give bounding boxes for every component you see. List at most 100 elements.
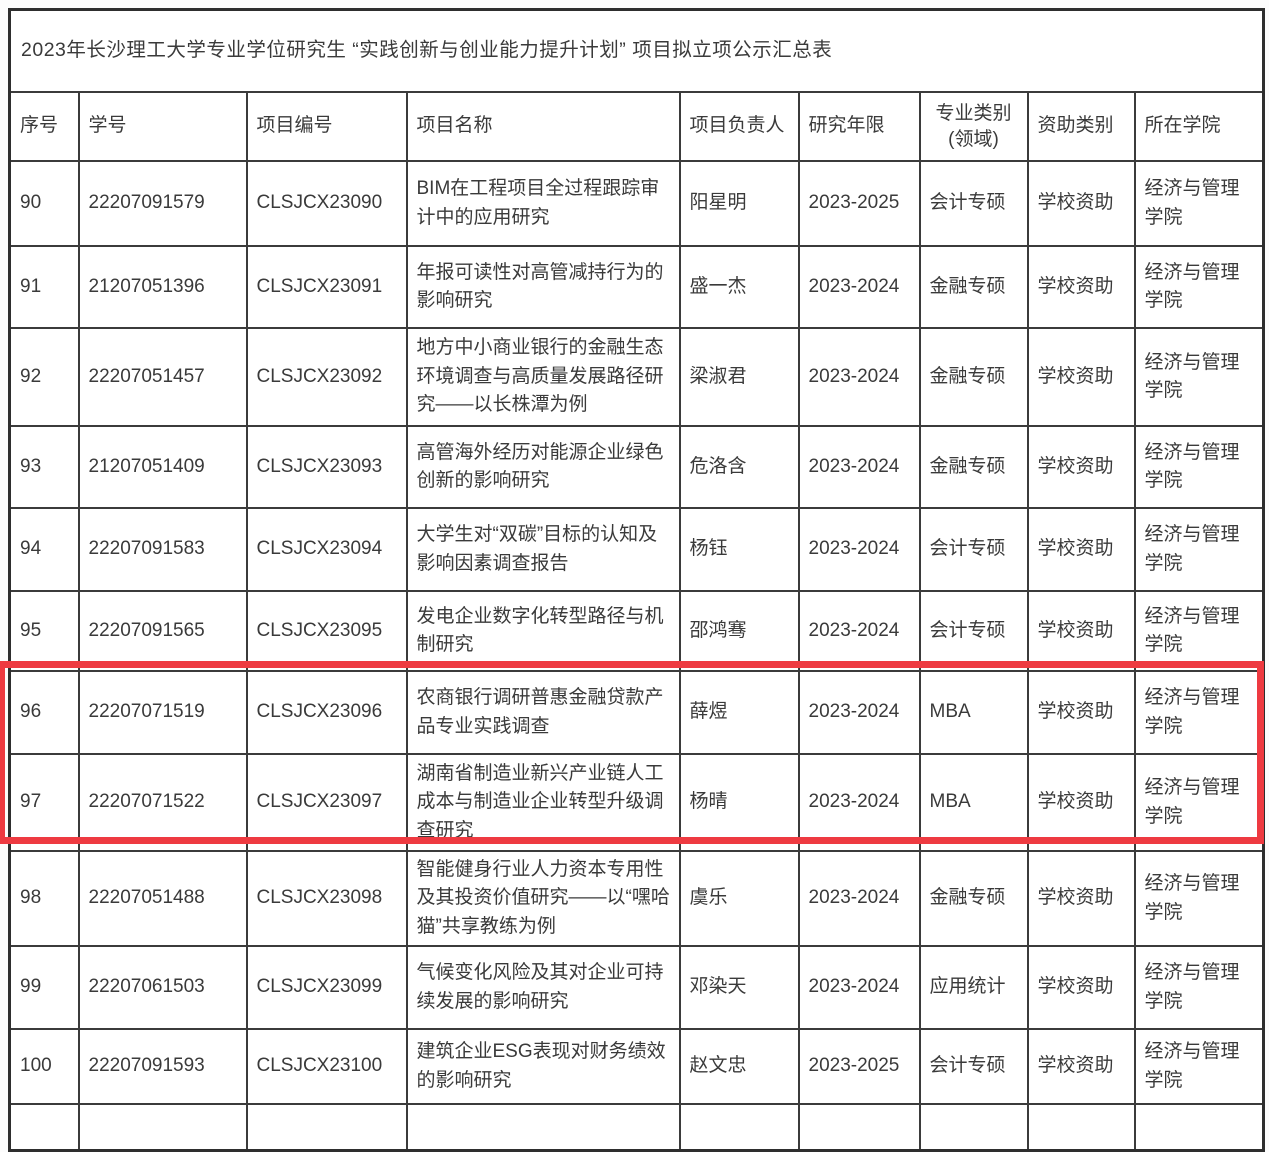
cell-college: 经济与管理学院 <box>1133 245 1265 329</box>
cell-funding: 学校资助 <box>1026 327 1136 427</box>
project-summary-table: 2023年长沙理工大学专业学位研究生 “实践创新与创业能力提升计划” 项目拟立项… <box>8 8 1266 1152</box>
cell-college: 经济与管理学院 <box>1133 945 1265 1030</box>
cell-leader: 邵鸿骞 <box>678 590 800 672</box>
cell-project-name: 建筑企业ESG表现对财务绩效的影响研究 <box>405 1028 681 1105</box>
announcement-table-sheet: 2023年长沙理工大学专业学位研究生 “实践创新与创业能力提升计划” 项目拟立项… <box>8 8 1266 1152</box>
cell-leader: 盛一杰 <box>678 245 800 329</box>
cell-category: 会计专硕 <box>918 160 1029 247</box>
table-row-partial <box>8 1103 1265 1150</box>
cell-funding: 学校资助 <box>1026 507 1136 592</box>
cell-project-code: CLSJCX23095 <box>245 590 408 672</box>
cell-seq: 95 <box>8 590 80 672</box>
cell-leader: 薛煜 <box>678 670 800 755</box>
cell-years: 2023-2024 <box>797 245 921 329</box>
cell-seq: 91 <box>8 245 80 329</box>
cell-years: 2023-2024 <box>797 670 921 755</box>
cell-seq: 99 <box>8 945 80 1030</box>
cell-project-name: 年报可读性对高管减持行为的影响研究 <box>405 245 681 329</box>
cell-funding: 学校资助 <box>1026 1028 1136 1105</box>
cell-leader: 赵文忠 <box>678 1028 800 1105</box>
cell-leader: 虞乐 <box>678 850 800 947</box>
cell-years: 2023-2024 <box>797 753 921 852</box>
cell-student-id: 22207061503 <box>77 945 248 1030</box>
cell-seq: 93 <box>8 425 80 509</box>
cell-seq: 100 <box>8 1028 80 1105</box>
cell-category: 会计专硕 <box>918 590 1029 672</box>
cell-funding: 学校资助 <box>1026 850 1136 947</box>
cell-project-name: 湖南省制造业新兴产业链人工成本与制造业企业转型升级调查研究 <box>405 753 681 852</box>
cell-leader: 阳星明 <box>678 160 800 247</box>
cell-student-id: 21207051396 <box>77 245 248 329</box>
cell-category: 会计专硕 <box>918 1028 1029 1105</box>
header-category-line2: (领域) <box>948 128 999 150</box>
cell-college: 经济与管理学院 <box>1133 1028 1265 1105</box>
cell-student-id: 22207051488 <box>77 850 248 947</box>
header-category: 专业类别 (领域) <box>918 91 1029 162</box>
cell-student-id: 22207091579 <box>77 160 248 247</box>
cell-category: 金融专硕 <box>918 425 1029 509</box>
cell-leader: 梁淑君 <box>678 327 800 427</box>
cell-years: 2023-2025 <box>797 160 921 247</box>
table-row: 92 22207051457 CLSJCX23092 地方中小商业银行的金融生态… <box>8 327 1265 427</box>
cell-category: MBA <box>918 670 1029 755</box>
cell-project-code: CLSJCX23092 <box>245 327 408 427</box>
cell-years: 2023-2024 <box>797 507 921 592</box>
cell-years: 2023-2024 <box>797 425 921 509</box>
cell-leader: 危洛含 <box>678 425 800 509</box>
cell-years: 2023-2024 <box>797 850 921 947</box>
cell-college: 经济与管理学院 <box>1133 160 1265 247</box>
cell-leader: 杨钰 <box>678 507 800 592</box>
cell-student-id: 22207091583 <box>77 507 248 592</box>
cell-seq: 92 <box>8 327 80 427</box>
cell-project-name: 智能健身行业人力资本专用性及其投资价值研究——以“嘿哈猫”共享教练为例 <box>405 850 681 947</box>
cell-category: 会计专硕 <box>918 507 1029 592</box>
cell-student-id: 21207051409 <box>77 425 248 509</box>
cell-college: 经济与管理学院 <box>1133 507 1265 592</box>
cell-funding: 学校资助 <box>1026 245 1136 329</box>
table-title-row: 2023年长沙理工大学专业学位研究生 “实践创新与创业能力提升计划” 项目拟立项… <box>8 8 1265 93</box>
cell-student-id: 22207071522 <box>77 753 248 852</box>
table-row: 90 22207091579 CLSJCX23090 BIM在工程项目全过程跟踪… <box>8 160 1265 247</box>
table-row: 99 22207061503 CLSJCX23099 气候变化风险及其对企业可持… <box>8 945 1265 1030</box>
cell-project-code: CLSJCX23091 <box>245 245 408 329</box>
cell-student-id: 22207091565 <box>77 590 248 672</box>
cell-college: 经济与管理学院 <box>1133 425 1265 509</box>
cell-leader: 邓染天 <box>678 945 800 1030</box>
cell-project-name: 大学生对“双碳”目标的认知及影响因素调查报告 <box>405 507 681 592</box>
cell-leader: 杨晴 <box>678 753 800 852</box>
cell-project-code: CLSJCX23098 <box>245 850 408 947</box>
cell-student-id: 22207051457 <box>77 327 248 427</box>
cell-project-code: CLSJCX23094 <box>245 507 408 592</box>
cell-project-code: CLSJCX23096 <box>245 670 408 755</box>
cell-category: 金融专硕 <box>918 245 1029 329</box>
cell-funding: 学校资助 <box>1026 670 1136 755</box>
cell-project-code: CLSJCX23100 <box>245 1028 408 1105</box>
cell-college: 经济与管理学院 <box>1133 670 1265 755</box>
cell-project-code: CLSJCX23099 <box>245 945 408 1030</box>
cell-student-id: 22207091593 <box>77 1028 248 1105</box>
cell-project-name: BIM在工程项目全过程跟踪审计中的应用研究 <box>405 160 681 247</box>
cell-project-name: 高管海外经历对能源企业绿色创新的影响研究 <box>405 425 681 509</box>
table-row-highlighted: 96 22207071519 CLSJCX23096 农商银行调研普惠金融贷款产… <box>8 670 1265 755</box>
cell-college: 经济与管理学院 <box>1133 850 1265 947</box>
table-row: 100 22207091593 CLSJCX23100 建筑企业ESG表现对财务… <box>8 1028 1265 1105</box>
cell-category: MBA <box>918 753 1029 852</box>
cell-project-code: CLSJCX23093 <box>245 425 408 509</box>
header-funding: 资助类别 <box>1026 91 1136 162</box>
cell-project-code: CLSJCX23097 <box>245 753 408 852</box>
cell-years: 2023-2024 <box>797 327 921 427</box>
cell-funding: 学校资助 <box>1026 425 1136 509</box>
header-years: 研究年限 <box>797 91 921 162</box>
cell-project-name: 气候变化风险及其对企业可持续发展的影响研究 <box>405 945 681 1030</box>
cell-seq: 96 <box>8 670 80 755</box>
cell-funding: 学校资助 <box>1026 753 1136 852</box>
table-row: 95 22207091565 CLSJCX23095 发电企业数字化转型路径与机… <box>8 590 1265 672</box>
cell-college: 经济与管理学院 <box>1133 753 1265 852</box>
table-row: 98 22207051488 CLSJCX23098 智能健身行业人力资本专用性… <box>8 850 1265 947</box>
cell-category: 金融专硕 <box>918 327 1029 427</box>
header-student-id: 学号 <box>77 91 248 162</box>
cell-college: 经济与管理学院 <box>1133 590 1265 672</box>
cell-years: 2023-2025 <box>797 1028 921 1105</box>
header-project-name: 项目名称 <box>405 91 681 162</box>
cell-project-name: 发电企业数字化转型路径与机制研究 <box>405 590 681 672</box>
